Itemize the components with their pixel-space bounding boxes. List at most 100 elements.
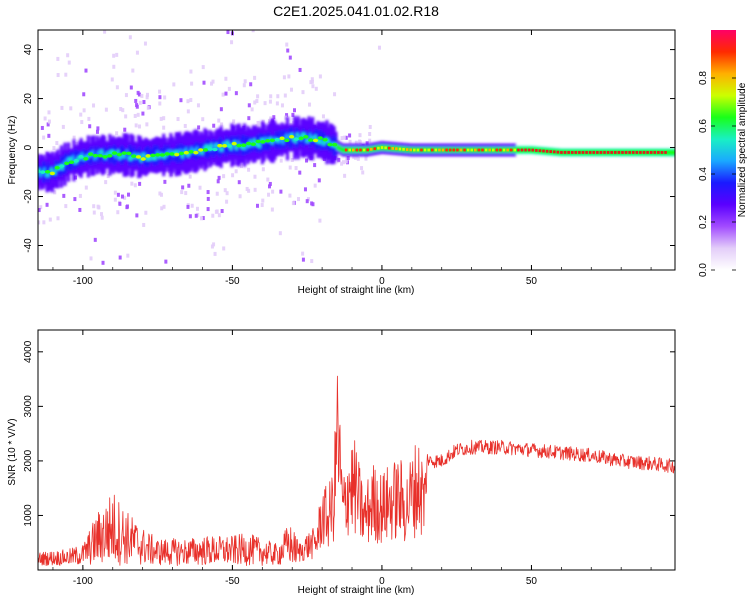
heatmap-cell — [40, 125, 44, 130]
heatmap-cell — [261, 198, 265, 203]
y-tick-label: 2000 — [23, 449, 34, 472]
heatmap-cell — [284, 138, 290, 143]
heatmap-cell — [64, 72, 68, 77]
heatmap-cell — [220, 122, 224, 127]
heatmap-cell — [134, 98, 138, 103]
heatmap-cell — [259, 132, 263, 153]
heatmap-cell — [317, 178, 321, 183]
heatmap-cell — [303, 135, 309, 139]
heatmap-cell — [253, 75, 257, 80]
y-tick-label: 20 — [23, 93, 34, 105]
heatmap-cell — [438, 148, 441, 152]
heatmap-cell — [354, 155, 358, 160]
heatmap-cell — [380, 146, 384, 149]
x-tick-label: 50 — [526, 276, 538, 287]
colorbar-tick-label: 0.8 — [698, 71, 709, 85]
heatmap-cell — [361, 147, 364, 153]
heatmap-cell — [172, 82, 176, 87]
heatmap-cell — [543, 148, 547, 155]
heatmap-cell — [73, 158, 79, 163]
heatmap-cell — [212, 123, 216, 128]
heatmap-cell — [298, 170, 302, 175]
heatmap-cell — [642, 151, 646, 154]
spectrogram-x-label: Height of straight line (km) — [298, 285, 415, 296]
heatmap-cell — [389, 145, 393, 152]
heatmap-cell — [43, 154, 47, 159]
heatmap-cell — [540, 147, 544, 154]
heatmap-cell — [215, 191, 219, 196]
heatmap-cell — [522, 147, 526, 153]
heatmap-cell — [354, 147, 357, 153]
heatmap-cell — [253, 174, 257, 179]
heatmap-cell — [268, 118, 272, 123]
heatmap-cell — [502, 148, 506, 152]
heatmap-cell — [133, 113, 137, 118]
heatmap-cell — [242, 83, 246, 88]
heatmap-cell — [495, 148, 499, 152]
heatmap-cell — [60, 105, 64, 110]
heatmap-cell — [313, 163, 317, 168]
heatmap-cell — [44, 169, 51, 174]
heatmap-cell — [62, 193, 66, 198]
heatmap-cell — [261, 167, 265, 172]
heatmap-cell — [260, 140, 266, 144]
heatmap-cell — [671, 149, 674, 156]
heatmap-cell — [339, 145, 342, 152]
heatmap-cell — [606, 151, 610, 154]
heatmap-cell — [621, 151, 624, 154]
heatmap-cell — [135, 155, 142, 159]
heatmap-cell — [162, 125, 166, 130]
heatmap-cell — [513, 148, 517, 152]
heatmap-cell — [477, 148, 481, 152]
heatmap-cell — [188, 174, 192, 179]
heatmap-band — [38, 115, 675, 193]
heatmap-cell — [256, 120, 260, 125]
heatmap-cell — [43, 116, 47, 121]
heatmap-cell — [379, 144, 382, 151]
heatmap-cell — [279, 189, 283, 194]
heatmap-cell — [189, 98, 193, 103]
snr-series-line — [38, 375, 675, 566]
heatmap-cell — [140, 150, 144, 164]
heatmap-cell — [340, 161, 344, 166]
heatmap-cell — [146, 92, 150, 97]
heatmap-cell — [78, 207, 82, 212]
heatmap-cell — [226, 144, 232, 148]
heatmap-cell — [113, 190, 117, 195]
heatmap-cell — [317, 136, 323, 140]
heatmap-cell — [358, 139, 362, 144]
heatmap-cell — [289, 87, 293, 92]
heatmap-cell — [641, 149, 644, 156]
heatmap-core — [38, 134, 667, 176]
heatmap-cell — [121, 108, 125, 113]
heatmap-cell — [285, 113, 289, 118]
heatmap-cell — [48, 217, 52, 222]
heatmap-cell — [285, 42, 289, 47]
heatmap-cell — [159, 192, 163, 197]
heatmap-cell — [116, 210, 120, 215]
heatmap-cell — [256, 124, 260, 129]
heatmap-cell — [180, 190, 184, 195]
heatmap-cell — [283, 93, 287, 98]
heatmap-cell — [52, 279, 55, 283]
heatmap-cell — [288, 55, 292, 60]
y-tick-label: 4000 — [23, 340, 34, 363]
heatmap-cell — [169, 152, 175, 156]
heatmap-cell — [197, 125, 201, 130]
heatmap-cell — [268, 184, 272, 189]
heatmap-cell — [451, 147, 454, 153]
heatmap-cell — [488, 148, 491, 152]
heatmap-cell — [348, 139, 352, 144]
heatmap-cell — [342, 147, 345, 153]
heatmap-cell — [448, 148, 452, 152]
y-tick-label: 1000 — [23, 504, 34, 527]
heatmap-cell — [305, 199, 309, 204]
heatmap-cell — [576, 149, 580, 156]
heatmap-cell — [343, 147, 346, 153]
heatmap-cell — [549, 150, 552, 153]
heatmap-cell — [490, 147, 493, 153]
heatmap-cell — [145, 95, 149, 100]
heatmap-cell — [445, 148, 448, 152]
x-tick-label: 0 — [379, 276, 385, 287]
